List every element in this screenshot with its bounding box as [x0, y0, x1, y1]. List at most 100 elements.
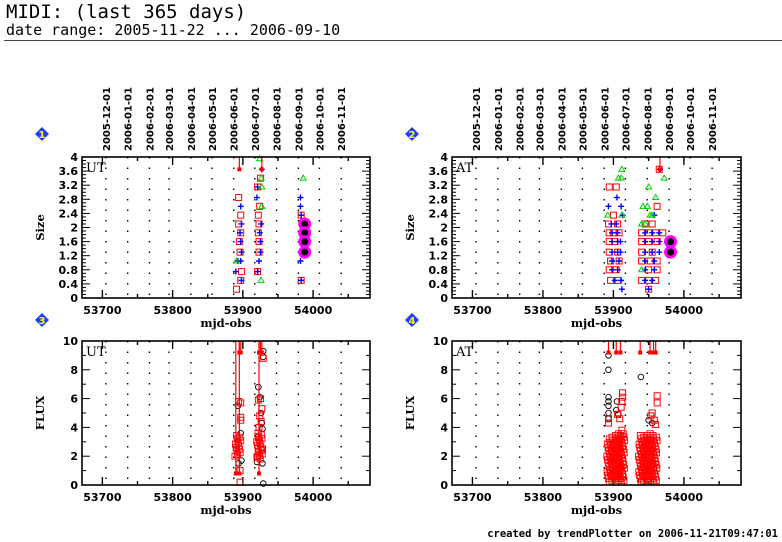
- data-point-triangle: [617, 211, 626, 218]
- date-tick-label: 2006-11-01: [337, 87, 348, 151]
- y-tick-label: 3.2: [59, 179, 79, 192]
- data-point-dot: [667, 248, 675, 256]
- date-tick-label: 2006-04-01: [557, 87, 568, 151]
- x-tick-label: 53900: [594, 304, 633, 317]
- y-tick-label: 0.8: [429, 264, 449, 277]
- data-point-circle: [259, 460, 266, 467]
- data-point-plus: [256, 257, 263, 264]
- y-tick-label: 2.4: [59, 207, 79, 220]
- data-point-plus: [613, 194, 620, 201]
- header-divider: [4, 40, 782, 41]
- x-tick-label: 53700: [83, 304, 122, 317]
- data-point-dot: [301, 238, 309, 246]
- upper-limit-point: [657, 167, 662, 172]
- data-point-square: [614, 410, 622, 418]
- series-magenta-black-dots: [298, 217, 312, 259]
- data-point-square: [254, 429, 262, 437]
- data-point-plus: [613, 220, 620, 227]
- series-red-squares: [604, 165, 667, 293]
- date-tick-label: 2006-04-01: [187, 87, 198, 151]
- data-point-plus: [609, 257, 616, 264]
- data-point-square: [605, 183, 613, 191]
- data-point-plus: [614, 266, 621, 273]
- data-point-plus: [258, 220, 265, 227]
- data-point-triangle: [648, 211, 657, 218]
- y-tick-label: 2.8: [59, 193, 79, 206]
- y-tick-label: 1.2: [429, 250, 449, 263]
- date-tick-label: 2005-12-01: [472, 87, 483, 151]
- data-point-triangle: [255, 154, 264, 162]
- data-point-circle: [605, 415, 612, 423]
- date-tick-label: 2006-05-01: [208, 87, 219, 151]
- data-point-square: [619, 389, 627, 397]
- panel-3: 3 0 2 4 6 8 10 53700 53800 53900 54000 mjd-obs FLUX U…: [33, 313, 371, 517]
- data-point-square: [619, 430, 627, 438]
- series-magenta-black-dots: [664, 235, 678, 259]
- x-tick-label: 54000: [665, 304, 704, 317]
- date-tick-label: 2006-09-01: [665, 87, 676, 151]
- data-point-plus: [645, 286, 652, 293]
- data-point-square: [254, 211, 262, 219]
- series-blue-crosses: [232, 166, 305, 284]
- y-tick-label: 4: [70, 421, 78, 434]
- data-point-plus: [237, 203, 244, 210]
- y-tick-label: 2.4: [429, 207, 449, 220]
- data-point-circle: [255, 383, 262, 391]
- data-point-triangle: [617, 174, 626, 181]
- footer-credit: created by trendPlotter on 2006-11-21T09…: [487, 528, 778, 540]
- data-point-square: [233, 432, 241, 439]
- panel-4: 4 0 2 4 6 8 10 53700 53800 53900 54000 mjd-obs FLUX A…: [403, 313, 742, 517]
- data-point-triangle: [637, 265, 646, 273]
- x-tick-label: 53900: [594, 491, 633, 504]
- data-point-square: [235, 194, 243, 202]
- y-axis-label: Size: [403, 214, 417, 241]
- date-tick-label: 2006-02-01: [516, 87, 527, 151]
- upper-limit-point: [606, 350, 611, 355]
- data-point-plus: [237, 229, 244, 236]
- data-point-plus: [609, 229, 616, 236]
- data-point-square: [653, 399, 661, 407]
- plot-frame: [81, 156, 371, 299]
- data-point-plus: [256, 229, 263, 236]
- data-point-plus: [649, 229, 656, 236]
- panel-telescope-tag: AT: [455, 161, 474, 176]
- data-point-plus: [618, 277, 625, 284]
- y-tick-label: 1.6: [429, 236, 449, 249]
- data-point-square: [616, 415, 624, 423]
- data-point-plus: [611, 277, 618, 284]
- data-point-plus: [656, 238, 663, 245]
- date-tick-label: 2006-01-01: [494, 87, 505, 151]
- data-point-square: [608, 433, 616, 441]
- data-point-plus: [609, 238, 616, 245]
- data-point-triangle: [617, 165, 626, 172]
- data-point-square: [653, 392, 661, 400]
- date-tick-label: 2006-01-01: [124, 87, 135, 151]
- data-point-plus: [649, 238, 656, 245]
- data-point-plus: [617, 238, 624, 245]
- data-point-plus: [253, 194, 260, 201]
- y-tick-label: 10: [63, 335, 79, 348]
- data-point-circle: [605, 398, 612, 405]
- series-dense-cluster: [603, 430, 661, 486]
- upper-limit-point: [653, 350, 658, 355]
- data-point-circle: [605, 409, 612, 417]
- upper-limit-point: [651, 350, 656, 355]
- y-tick-label: 2: [70, 222, 78, 235]
- data-point-square: [617, 403, 625, 411]
- date-tick-label: 2006-07-01: [251, 87, 262, 151]
- data-point-plus: [297, 257, 304, 264]
- page-title: MIDI: (last 365 days): [6, 1, 247, 23]
- series-red-squares: [233, 174, 305, 293]
- panel-telescope-tag: UT: [86, 345, 106, 360]
- data-point-dot: [301, 229, 309, 237]
- data-point-square: [604, 419, 612, 427]
- x-tick-label: 53900: [224, 491, 263, 504]
- x-tick-label: 53800: [153, 491, 192, 504]
- panel-number-badge-icon: [35, 313, 49, 327]
- y-tick-label: 1.6: [59, 236, 79, 249]
- data-point-plus: [616, 257, 623, 264]
- panel-number-badge-icon: [405, 313, 419, 327]
- data-point-circle: [605, 393, 612, 401]
